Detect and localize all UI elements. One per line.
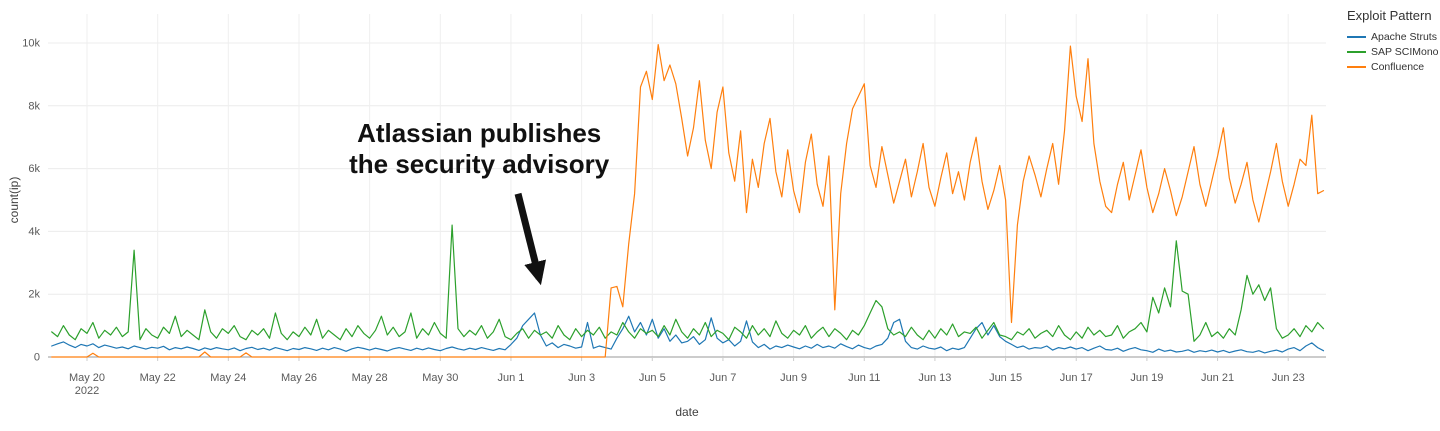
y-tick-label: 8k xyxy=(28,100,40,112)
x-tick-label: Jun 17 xyxy=(1060,372,1093,384)
x-tick-label: Jun 19 xyxy=(1130,372,1163,384)
y-tick-label: 0 xyxy=(34,352,40,364)
x-tick-label: Jun 13 xyxy=(918,372,951,384)
x-tick-label: Jun 5 xyxy=(639,372,666,384)
y-tick-label: 2k xyxy=(28,289,40,301)
annotation-text: Atlassian publishes the security advisor… xyxy=(349,118,609,180)
annotation-line-2: the security advisory xyxy=(349,149,610,180)
legend-items: Apache Struts SAP SCIMono Confluence xyxy=(1347,31,1439,73)
x-tick-year-label: 2022 xyxy=(75,385,99,397)
x-tick-label: Jun 3 xyxy=(568,372,595,384)
legend-swatch xyxy=(1347,66,1366,68)
x-tick-label: Jun 21 xyxy=(1201,372,1234,384)
x-tick-label: Jun 7 xyxy=(709,372,736,384)
x-tick-label: May 26 xyxy=(281,372,317,384)
x-tick-label: Jun 1 xyxy=(497,372,524,384)
x-tick-label: Jun 11 xyxy=(848,372,880,384)
legend-label: SAP SCIMono xyxy=(1371,46,1439,58)
series-line-sap-scimono xyxy=(51,224,1325,342)
x-tick-label: Jun 23 xyxy=(1272,372,1305,384)
x-tick-label: May 28 xyxy=(352,372,388,384)
legend-swatch xyxy=(1347,51,1366,53)
legend-label: Apache Struts xyxy=(1371,31,1437,43)
x-tick-label: May 30 xyxy=(422,372,458,384)
x-tick-label: May 20 xyxy=(69,372,105,384)
x-axis-title: date xyxy=(675,405,699,419)
y-tick-label: 4k xyxy=(28,226,40,238)
series-line-confluence xyxy=(51,43,1325,358)
legend-title: Exploit Pattern xyxy=(1347,8,1432,23)
x-tick-label: May 24 xyxy=(210,372,246,384)
y-tick-label: 10k xyxy=(22,38,40,50)
legend-item-apache-struts: Apache Struts xyxy=(1347,31,1439,43)
x-tick-label: Jun 9 xyxy=(780,372,807,384)
x-tick-label: Jun 15 xyxy=(989,372,1022,384)
series-line-apache-struts xyxy=(51,312,1325,354)
legend-swatch xyxy=(1347,36,1366,38)
legend-item-sap-scimono: SAP SCIMono xyxy=(1347,46,1439,58)
legend: Exploit Pattern Apache Struts SAP SCIMono… xyxy=(1347,8,1439,76)
x-tick-label: May 22 xyxy=(140,372,176,384)
annotation-line-1: Atlassian publishes xyxy=(357,118,602,149)
y-axis-title: count(ip) xyxy=(7,176,21,224)
y-tick-label: 6k xyxy=(28,163,40,175)
annotation-arrow xyxy=(514,192,547,286)
legend-item-confluence: Confluence xyxy=(1347,61,1439,73)
legend-label: Confluence xyxy=(1371,61,1425,73)
